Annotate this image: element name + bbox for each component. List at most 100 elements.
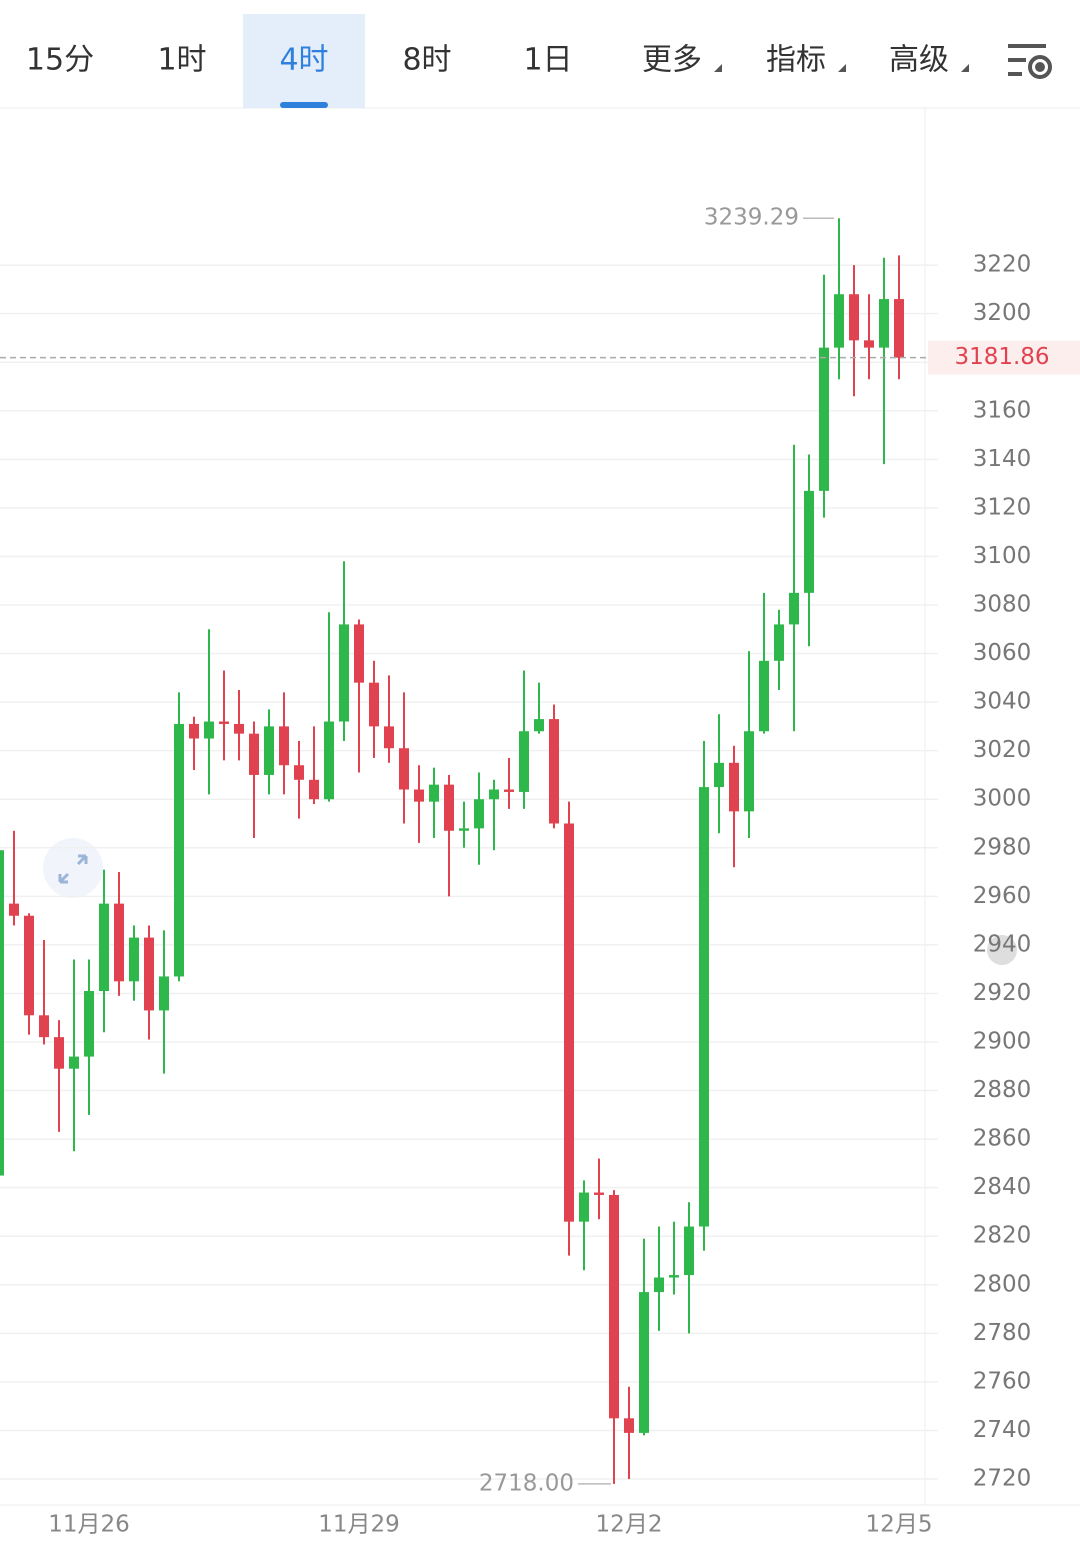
candle-body [759, 660, 769, 732]
candle-body [579, 1192, 589, 1222]
y-tick-label: 2800 [973, 1271, 1032, 1297]
candle-body [264, 726, 274, 775]
y-tick-label: 3160 [973, 397, 1032, 423]
active-tab-indicator [280, 102, 328, 108]
candle-body [489, 789, 499, 800]
last-price-label: 3181.86 [954, 344, 1049, 370]
y-tick-label: 3040 [973, 689, 1032, 715]
y-tick-label: 2920 [973, 980, 1032, 1006]
candle-body [69, 1056, 79, 1069]
toolbar [0, 0, 1080, 108]
tab[interactable]: 1时 [157, 43, 206, 78]
candle-body [624, 1418, 634, 1433]
y-tick-label: 3120 [973, 494, 1032, 520]
candle-body [174, 723, 184, 977]
y-tick-label: 3220 [973, 252, 1032, 278]
candle-body [324, 721, 334, 800]
y-tick-label: 2760 [973, 1368, 1032, 1394]
tab[interactable]: 8时 [402, 43, 451, 78]
last-price-bg [928, 340, 1080, 375]
tab[interactable]: 15分 [26, 43, 94, 78]
candle-body [609, 1194, 619, 1419]
candle-body [879, 299, 889, 348]
candle-body [9, 903, 19, 916]
y-tick-label: 2960 [973, 883, 1032, 909]
y-tick-label: 2820 [973, 1223, 1032, 1249]
candle-body [0, 850, 4, 1176]
candle-body [369, 682, 379, 727]
candle-body [159, 976, 169, 1011]
candle-body [864, 340, 874, 348]
candle-body [744, 731, 754, 812]
candle-body [669, 1275, 679, 1278]
y-tick-label: 3100 [973, 543, 1032, 569]
tab[interactable]: 更多 [642, 43, 702, 78]
candle-body [399, 748, 409, 790]
candle-body [504, 789, 514, 792]
candle-body [234, 723, 244, 734]
expand-icon[interactable] [43, 838, 103, 898]
candle-body [594, 1192, 604, 1195]
tab[interactable]: 4时 [279, 43, 328, 78]
candle-body [474, 799, 484, 829]
candle-body [189, 723, 199, 739]
y-tick-label: 3020 [973, 737, 1032, 763]
candle-body [429, 784, 439, 802]
candle-body [654, 1277, 664, 1293]
candle-body [249, 733, 259, 775]
candle-body [819, 347, 829, 491]
tab[interactable]: 1日 [523, 43, 572, 78]
y-tick-label: 3000 [973, 786, 1032, 812]
candle-body [639, 1292, 649, 1433]
candle-body [219, 721, 229, 724]
candle-body [549, 719, 559, 824]
y-tick-label: 2860 [973, 1126, 1032, 1152]
tab[interactable]: 指标 [766, 43, 826, 78]
candle-body [24, 915, 34, 1016]
float-button[interactable] [987, 935, 1017, 965]
candle-body [114, 903, 124, 982]
candle-body [129, 937, 139, 982]
y-tick-label: 3080 [973, 591, 1032, 617]
candle-body [339, 624, 349, 722]
candle-body [294, 765, 304, 780]
x-tick-label: 12月2 [596, 1512, 663, 1538]
y-tick-label: 2940 [973, 931, 1032, 957]
candle-body [144, 937, 154, 1011]
candle-body [684, 1226, 694, 1276]
candle-body [834, 294, 844, 348]
y-tick-label: 2880 [973, 1077, 1032, 1103]
y-tick-label: 2900 [973, 1029, 1032, 1055]
min-label: 2718.00 [479, 1470, 574, 1496]
candle-body [849, 294, 859, 341]
candle-body [774, 624, 784, 661]
candle-body [444, 784, 454, 831]
candle-body [384, 726, 394, 749]
candle-body [309, 779, 319, 800]
dropdown-arrows [714, 64, 969, 72]
candle-body [789, 592, 799, 625]
candle-body [534, 719, 544, 732]
max-label: 3239.29 [704, 205, 799, 231]
tab[interactable]: 高级 [889, 43, 949, 78]
y-tick-label: 2740 [973, 1417, 1032, 1443]
candle-body [54, 1037, 64, 1069]
y-tick-label: 2840 [973, 1174, 1032, 1200]
candle-body [804, 490, 814, 593]
x-tick-label: 11月26 [48, 1512, 130, 1538]
x-tick-label: 11月29 [318, 1512, 400, 1538]
candle-body [84, 991, 94, 1057]
candle-body [699, 787, 709, 1227]
settings-icon[interactable] [1008, 44, 1052, 79]
candle-body [459, 828, 469, 831]
candle-body [39, 1015, 49, 1038]
y-tick-label: 3200 [973, 300, 1032, 326]
candle-body [204, 721, 214, 739]
candle-body [99, 903, 109, 992]
candle-body [279, 726, 289, 766]
candle-body [714, 762, 724, 788]
candle-body [894, 299, 904, 358]
candle-body [354, 624, 364, 683]
candle-body [729, 762, 739, 812]
